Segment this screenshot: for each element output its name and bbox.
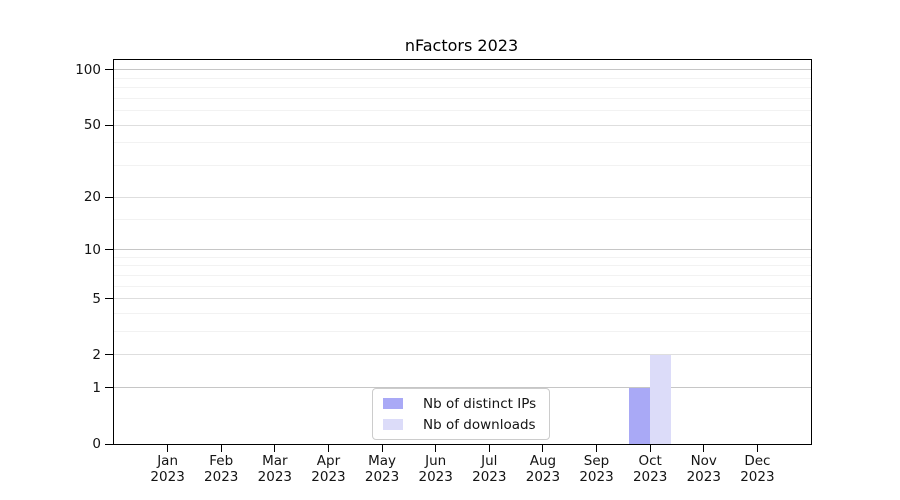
x-tick-month: Jan [157, 453, 179, 469]
x-tick-label: Feb 2023 [186, 453, 256, 485]
x-tick-month: Feb [209, 453, 234, 469]
y-tick-label: 50 [83, 117, 101, 134]
legend: Nb of distinct IPs Nb of downloads [372, 388, 550, 440]
x-tick-label: Jun 2023 [401, 453, 471, 485]
x-tick-label: Mar 2023 [240, 453, 310, 485]
x-tick-label: Apr 2023 [293, 453, 363, 485]
y-tick-label: 5 [92, 290, 101, 307]
legend-item-distinct-ips: Nb of distinct IPs [383, 393, 539, 414]
legend-swatch-distinct-ips [383, 398, 403, 409]
x-tick-mark [488, 444, 490, 452]
x-tick-label: May 2023 [347, 453, 417, 485]
minor-gridline [114, 256, 811, 258]
x-tick-mark [756, 444, 758, 452]
y-tick-label: 20 [83, 189, 101, 206]
minor-gridline [114, 218, 811, 220]
x-tick-year: 2023 [740, 468, 775, 485]
x-tick-year: 2023 [579, 468, 614, 485]
x-tick-label: Oct 2023 [615, 453, 685, 485]
x-tick-mark [542, 444, 544, 452]
minor-gridline [114, 142, 811, 144]
bar-nb-of-distinct-ips [629, 387, 651, 444]
major-gridline [114, 124, 811, 126]
y-tick-mark [105, 354, 113, 356]
minor-gridline [114, 331, 811, 333]
x-tick-month: Dec [744, 453, 771, 469]
y-tick-mark [105, 69, 113, 71]
y-tick-mark [105, 196, 113, 198]
x-tick-label: Sep 2023 [562, 453, 632, 485]
x-tick-year: 2023 [257, 468, 293, 485]
y-tick-label: 1 [92, 379, 101, 396]
legend-label-distinct-ips: Nb of distinct IPs [423, 395, 537, 412]
minor-gridline [114, 274, 811, 276]
y-tick-label: 10 [83, 241, 101, 258]
x-tick-mark [596, 444, 598, 452]
minor-gridline [114, 77, 811, 79]
legend-item-downloads: Nb of downloads [383, 414, 539, 435]
legend-swatch-downloads [383, 419, 403, 430]
x-tick-mark [220, 444, 222, 452]
major-gridline [114, 249, 811, 251]
x-tick-mark [327, 444, 329, 452]
major-gridline [114, 69, 811, 71]
x-tick-mark [649, 444, 651, 452]
x-tick-month: Aug [529, 453, 557, 469]
y-tick-mark [105, 249, 113, 251]
x-tick-month: Sep [583, 453, 610, 469]
major-gridline [114, 354, 811, 356]
x-tick-month: Nov [690, 453, 717, 469]
minor-gridline [114, 97, 811, 99]
x-tick-label: Nov 2023 [669, 453, 739, 485]
minor-gridline [114, 313, 811, 314]
x-tick-label: Jan 2023 [133, 453, 203, 485]
x-tick-year: 2023 [418, 468, 453, 485]
x-tick-year: 2023 [150, 468, 185, 485]
y-tick-mark [105, 443, 113, 445]
x-tick-mark [381, 444, 383, 452]
x-tick-month: Apr [316, 453, 341, 469]
x-tick-month: Jun [425, 453, 447, 469]
y-tick-mark [105, 298, 113, 300]
x-tick-month: Jul [481, 453, 498, 469]
y-tick-label: 2 [92, 346, 101, 363]
chart-title: nFactors 2023 [404, 36, 519, 55]
gridlines-layer [114, 60, 811, 444]
y-tick-mark [105, 387, 113, 389]
minor-gridline [114, 265, 811, 267]
major-gridline [114, 298, 811, 300]
plot-area: Nb of distinct IPs Nb of downloads [113, 59, 812, 445]
x-tick-year: 2023 [525, 468, 561, 485]
x-tick-year: 2023 [311, 468, 346, 485]
x-tick-mark [435, 444, 437, 452]
y-tick-mark [105, 124, 113, 126]
y-tick-label: 100 [75, 61, 101, 78]
x-tick-month: May [368, 453, 397, 469]
x-tick-month: Oct [638, 453, 662, 469]
x-tick-label: Jul 2023 [454, 453, 524, 485]
x-tick-mark [167, 444, 169, 452]
y-tick-label: 0 [92, 436, 101, 452]
bars-layer [114, 60, 811, 444]
x-tick-month: Mar [262, 453, 288, 469]
x-tick-year: 2023 [364, 468, 400, 485]
major-gridline [114, 387, 811, 389]
x-tick-year: 2023 [686, 468, 721, 485]
minor-gridline [114, 110, 811, 112]
x-tick-mark [274, 444, 276, 452]
x-tick-year: 2023 [472, 468, 507, 485]
minor-gridline [114, 285, 811, 287]
x-tick-label: Aug 2023 [508, 453, 578, 485]
bar-nb-of-downloads [650, 354, 672, 444]
legend-label-downloads: Nb of downloads [423, 416, 536, 433]
minor-gridline [114, 165, 811, 167]
x-tick-label: Dec 2023 [722, 453, 792, 485]
minor-gridline [114, 87, 811, 89]
x-tick-year: 2023 [632, 468, 668, 485]
major-gridline [114, 196, 811, 198]
x-tick-year: 2023 [204, 468, 239, 485]
x-tick-mark [703, 444, 705, 452]
